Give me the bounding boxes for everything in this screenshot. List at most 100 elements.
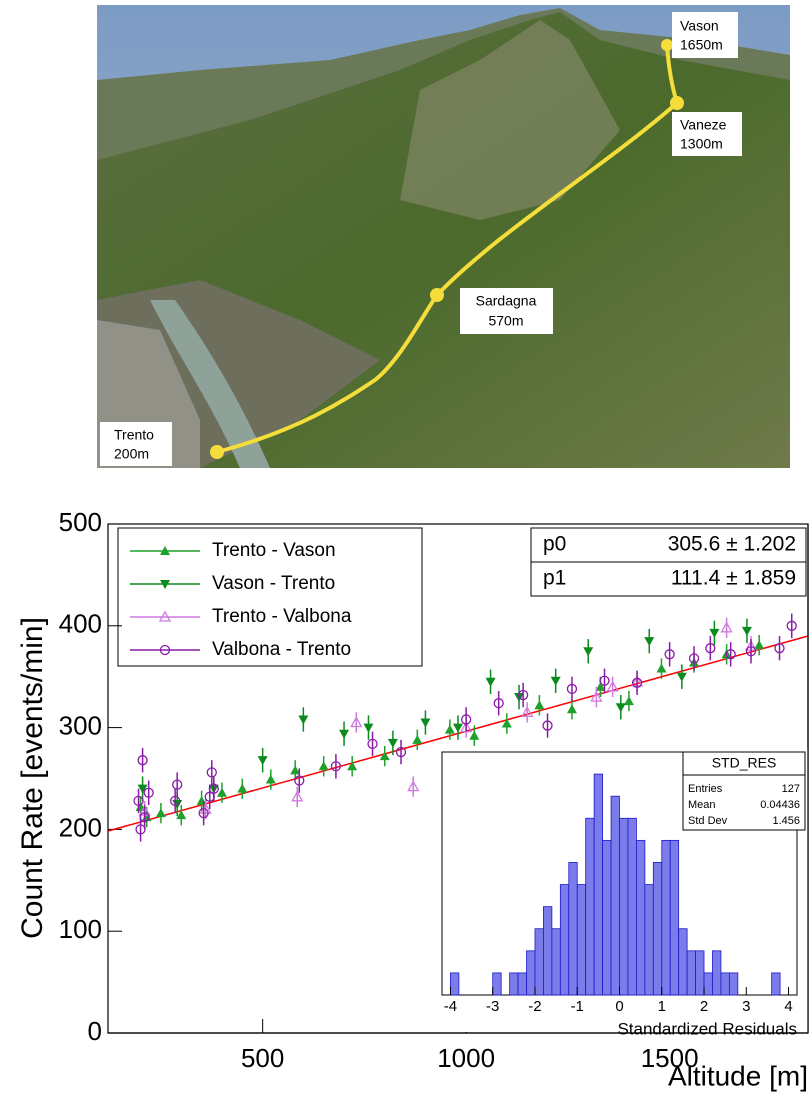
histogram-bar (720, 972, 730, 996)
histogram-bar (585, 817, 595, 996)
point (566, 683, 578, 695)
station-name: Vaneze (680, 117, 727, 133)
point (137, 755, 148, 766)
station-dot (661, 39, 673, 51)
histogram-bar (695, 950, 705, 996)
point (644, 637, 655, 647)
point (216, 787, 227, 797)
histogram-bar (517, 972, 527, 996)
y-axis-title: Count Rate [events/min] (16, 617, 49, 939)
point (453, 723, 463, 733)
point (460, 714, 472, 725)
histogram-bar (627, 817, 637, 996)
point (631, 677, 643, 688)
point (745, 646, 757, 657)
point (754, 640, 765, 650)
histogram-bar (534, 928, 544, 996)
point (741, 626, 752, 636)
point (623, 696, 634, 706)
x-tick-label: 3 (742, 998, 750, 1015)
station-altitude: 200m (114, 446, 149, 462)
point (294, 775, 305, 786)
histogram-bar (619, 817, 629, 996)
point (379, 751, 390, 761)
label-box (460, 288, 553, 334)
point (155, 808, 166, 818)
point (170, 795, 181, 807)
x-tick-label: -2 (528, 998, 541, 1015)
y-tick-label: 300 (59, 710, 102, 740)
stats-value: 127 (782, 783, 800, 795)
point (550, 676, 561, 686)
station-dot (670, 96, 684, 110)
histogram-bar (509, 972, 519, 996)
point (534, 700, 545, 710)
point (720, 621, 733, 633)
histogram-bar (559, 884, 570, 996)
y-tick-label: 500 (59, 507, 102, 537)
point (172, 779, 183, 790)
point (347, 761, 358, 771)
point (318, 761, 329, 771)
point (599, 675, 610, 686)
point (676, 672, 687, 682)
histogram-bar (652, 862, 663, 996)
point (566, 704, 577, 714)
fit-param-name: p0 (543, 533, 566, 556)
stats-label: Mean (688, 799, 716, 811)
point (725, 649, 736, 660)
point (143, 787, 154, 798)
point (176, 810, 187, 820)
inset-plot: -4 -3 -2 -1 0 1 2 3 4 (444, 773, 793, 1015)
point (407, 780, 420, 792)
legend-marker (160, 580, 170, 589)
y-tick-label: 200 (59, 812, 102, 842)
legend-marker (158, 610, 172, 622)
histogram-bar (644, 884, 654, 996)
point (330, 761, 342, 772)
photo-river (150, 300, 270, 468)
point (367, 738, 378, 750)
histogram-bar (492, 972, 502, 996)
stats-label: Std Dev (688, 815, 728, 827)
point (709, 628, 720, 638)
point (137, 784, 148, 794)
point (542, 720, 553, 731)
label-box (672, 112, 742, 156)
point (615, 703, 626, 713)
fit-param-value: 305.6 ± 1.202 (668, 533, 796, 556)
point (198, 807, 209, 819)
stats-box (682, 751, 806, 831)
point (412, 734, 423, 744)
point (339, 729, 350, 739)
point (237, 783, 248, 793)
point (206, 767, 217, 778)
point (290, 765, 301, 775)
x-axis-title: Altitude [m] (668, 1060, 808, 1091)
point (583, 647, 594, 657)
inset-x-title: Standardized Residuals (617, 1019, 797, 1038)
y-tick-label: 100 (59, 914, 102, 944)
x-tick-label: 4 (784, 998, 792, 1015)
x-tick-label: 500 (241, 1043, 284, 1073)
y-tick-label: 0 (88, 1016, 102, 1046)
point (606, 680, 619, 692)
point (517, 689, 529, 701)
legend-label: Valbona - Trento (212, 639, 351, 660)
station-name: Sardagna (476, 293, 537, 309)
histogram-bar (771, 972, 781, 996)
main-plot: 500 1000 1500 0 100 200 300 400 500 Trento - Vaso… (59, 507, 809, 1073)
legend-label: Trento - Valbona (212, 606, 352, 627)
point (774, 643, 785, 654)
label-box (100, 422, 172, 466)
x-tick-label: 0 (615, 998, 623, 1015)
station-altitude: 570m (488, 313, 523, 329)
photo: Vason 1650m Vaneze 1300m Sardagna 570m T… (97, 5, 790, 468)
point (485, 677, 496, 687)
histogram-bar (602, 839, 612, 996)
x-tick-label: -1 (571, 998, 584, 1015)
histogram-bar (450, 972, 460, 996)
x-tick-label: 1500 (641, 1043, 699, 1073)
point (493, 698, 504, 709)
